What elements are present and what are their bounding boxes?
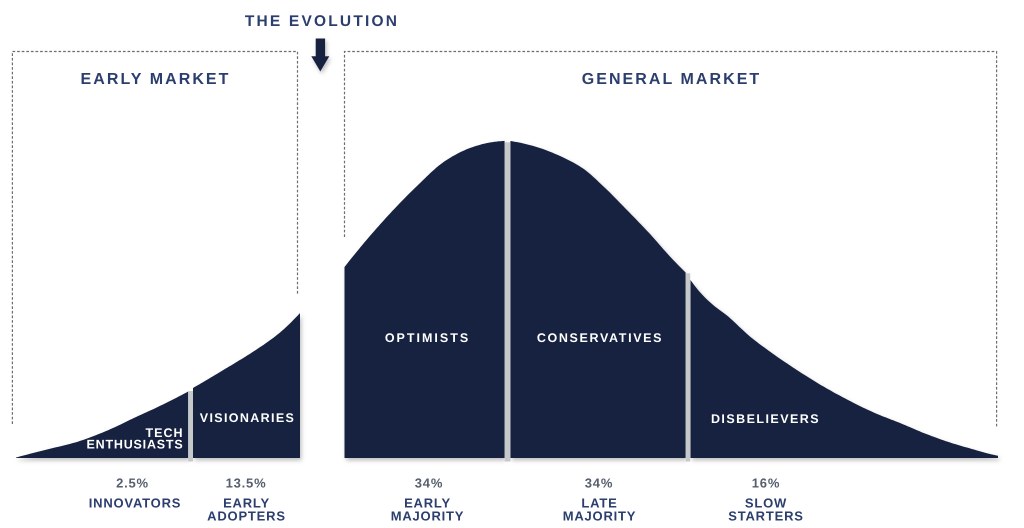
svg-text:16%: 16% [752,476,780,491]
svg-text:13.5%: 13.5% [226,476,267,491]
svg-text:DISBELIEVERS: DISBELIEVERS [711,412,820,426]
svg-text:SLOW: SLOW [745,496,787,511]
svg-text:OPTIMISTS: OPTIMISTS [385,331,470,345]
svg-text:2.5%: 2.5% [116,476,149,491]
svg-text:ADOPTERS: ADOPTERS [207,509,286,524]
svg-text:THE EVOLUTION: THE EVOLUTION [245,13,399,30]
svg-text:EARLY MARKET: EARLY MARKET [81,71,231,88]
svg-text:34%: 34% [415,476,443,491]
svg-text:TECH: TECH [145,426,183,440]
svg-text:34%: 34% [585,476,613,491]
svg-text:EARLY: EARLY [223,496,270,511]
svg-text:ENTHUSIASTS: ENTHUSIASTS [86,438,183,452]
svg-text:MAJORITY: MAJORITY [391,509,465,524]
svg-text:LATE: LATE [581,496,617,511]
svg-text:GENERAL MARKET: GENERAL MARKET [582,71,762,88]
svg-text:INNOVATORS: INNOVATORS [89,496,182,511]
svg-text:STARTERS: STARTERS [728,509,804,524]
svg-text:EARLY: EARLY [404,496,451,511]
svg-text:CONSERVATIVES: CONSERVATIVES [537,331,663,345]
svg-text:VISIONARIES: VISIONARIES [200,411,295,425]
svg-text:MAJORITY: MAJORITY [563,509,637,524]
